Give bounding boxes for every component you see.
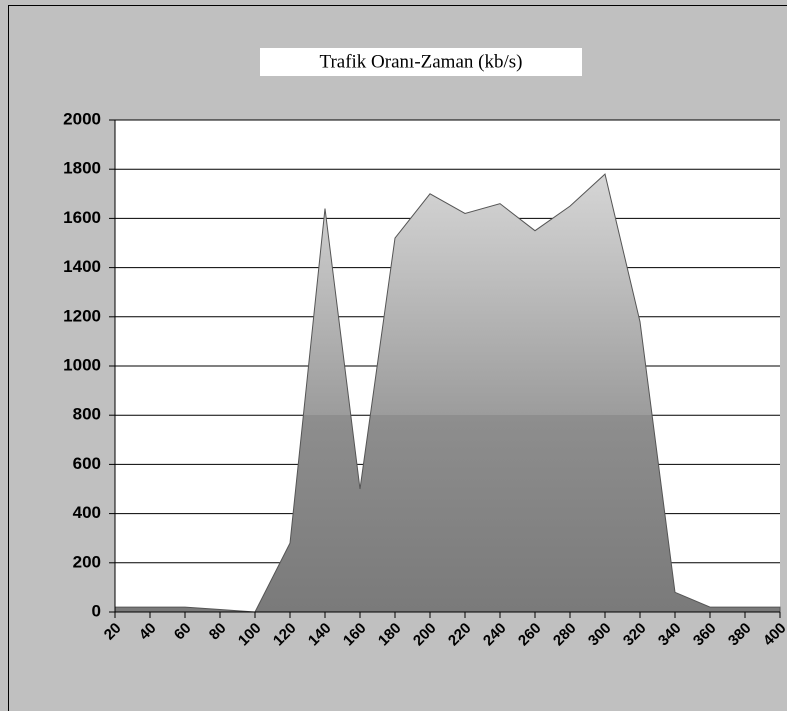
chart-title: Trafik Oranı-Zaman (kb/s) xyxy=(320,51,523,72)
area xyxy=(114,173,781,613)
y-tick-label: 2000 xyxy=(63,109,101,128)
y-tick-label: 0 xyxy=(92,601,101,620)
y-tick-label: 200 xyxy=(73,552,101,571)
y-tick-label: 400 xyxy=(73,503,101,522)
marks xyxy=(114,173,781,613)
y-tick-label: 1800 xyxy=(63,159,101,178)
y-tick-label: 1600 xyxy=(63,208,101,227)
y-tick-label: 1000 xyxy=(63,355,101,374)
y-tick-label: 800 xyxy=(73,405,101,424)
y-tick-label: 600 xyxy=(73,454,101,473)
y-tick-label: 1200 xyxy=(63,306,101,325)
y-tick-label: 1400 xyxy=(63,257,101,276)
title-box xyxy=(260,48,582,76)
